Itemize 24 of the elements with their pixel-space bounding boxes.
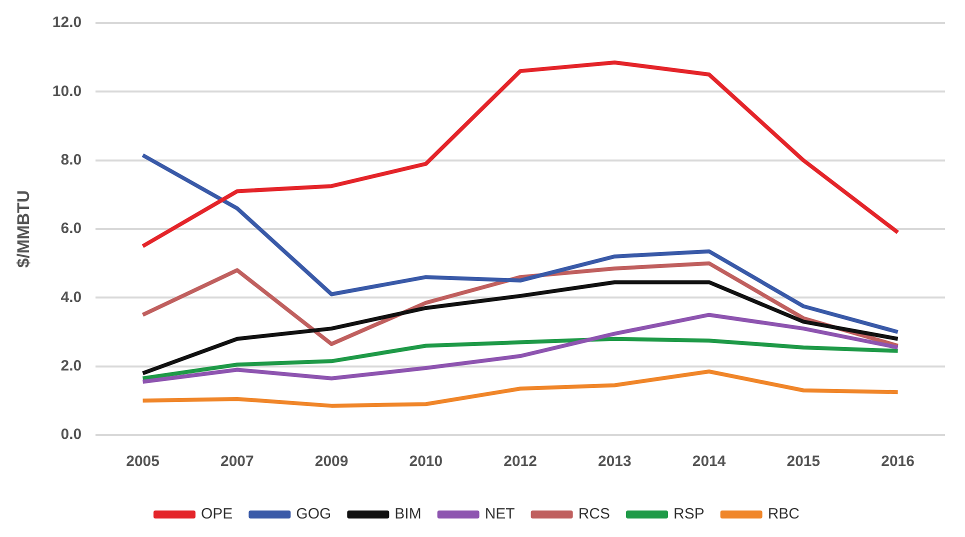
y-tick-label: 4.0 xyxy=(60,288,82,306)
x-tick-label: 2014 xyxy=(692,453,726,470)
y-tick-label: 8.0 xyxy=(60,151,82,168)
y-tick-label: 2.0 xyxy=(60,357,82,374)
x-tick-label: 2005 xyxy=(126,453,160,470)
y-tick-label: 12.0 xyxy=(52,14,82,32)
legend-label: NET xyxy=(484,506,515,523)
y-tick-label: 6.0 xyxy=(60,220,82,238)
legend-label: GOG xyxy=(296,506,332,523)
x-tick-label: 2013 xyxy=(598,453,632,470)
x-tick-label: 2015 xyxy=(786,453,820,470)
legend-label: RBC xyxy=(768,506,800,523)
y-tick-label: 0.0 xyxy=(60,426,82,444)
y-tick-label: 10.0 xyxy=(52,82,82,100)
x-tick-label: 2010 xyxy=(409,453,443,470)
legend-label: RCS xyxy=(578,506,610,523)
x-tick-label: 2009 xyxy=(314,453,348,470)
legend-label: RSP xyxy=(674,506,704,523)
x-tick-label: 2016 xyxy=(881,453,914,470)
legend-label: OPE xyxy=(200,506,233,523)
y-axis-title: $/MMBTU xyxy=(14,190,33,268)
legend-label: BIM xyxy=(394,506,422,523)
x-tick-label: 2012 xyxy=(504,453,537,470)
x-tick-label: 2007 xyxy=(220,453,254,470)
